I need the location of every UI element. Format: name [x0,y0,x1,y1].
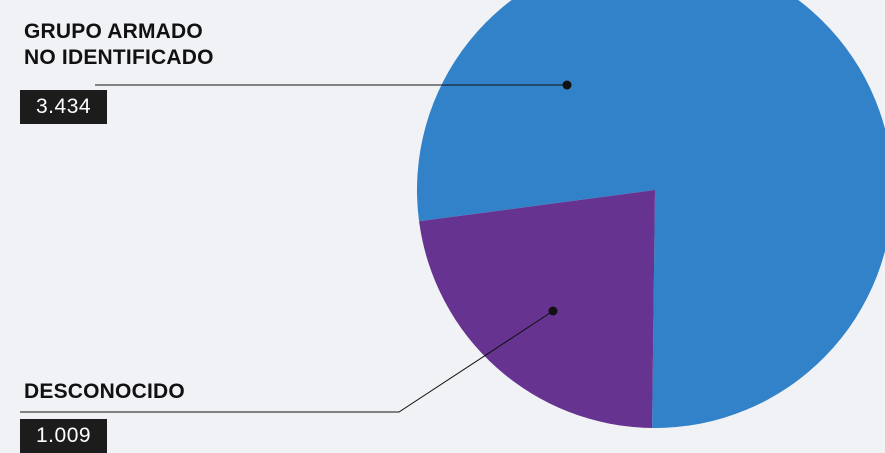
pie-slice-grupo-armado [417,0,885,428]
slice-value-grupo-armado: 3.434 [20,90,108,124]
leader-dot-grupo-armado [562,80,572,90]
slice-label-line-1: DESCONOCIDO [24,380,185,403]
leader-dot-desconocido [548,306,558,316]
leader-line-desconocido [20,310,554,413]
slice-label-desconocido: DESCONOCIDO [24,379,185,405]
slice-label-grupo-armado: GRUPO ARMADO NO IDENTIFICADO [24,19,214,71]
pie-slice-desconocido [419,190,655,428]
slice-label-line-1: GRUPO ARMADO [24,20,203,43]
slice-value-desconocido: 1.009 [20,419,108,453]
slice-label-line-2: NO IDENTIFICADO [24,46,214,69]
